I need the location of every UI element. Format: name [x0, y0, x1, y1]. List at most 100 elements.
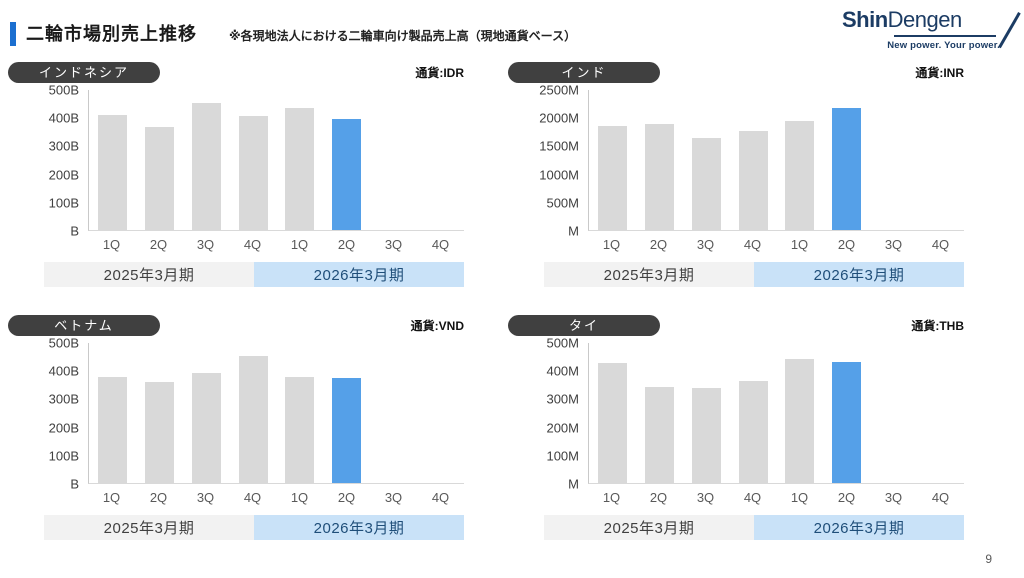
logo-underline [894, 35, 996, 38]
bar-slot [730, 90, 777, 230]
bar-slot [89, 90, 136, 230]
bar-slot [683, 343, 730, 483]
bar [691, 388, 721, 483]
x-tick-label: 4Q [743, 490, 762, 505]
bar [597, 362, 627, 483]
y-tick-label: 1500M [539, 138, 579, 154]
y-tick-label: 300M [546, 391, 579, 407]
page-note: ※各現地法人における二輪車向け製品売上高（現地通貨ベース） [229, 29, 577, 43]
bar-slot [823, 90, 870, 230]
bar-slot [277, 343, 324, 483]
period-bands: 2025年3月期 2026年3月期 [544, 515, 964, 540]
period-band-fy2026: 2026年3月期 [254, 262, 464, 287]
bar-slot [636, 343, 683, 483]
chart-head: インド 通貨:INR [508, 62, 964, 86]
x-tick-label: 3Q [696, 490, 715, 505]
bar [191, 103, 221, 230]
y-tick-label: M [568, 476, 579, 492]
x-tick-label: 3Q [384, 490, 403, 505]
plot-area [88, 343, 464, 484]
chart-thailand: タイ 通貨:THB 500M 400M 300M 200M 100M M 1Q 2Q 3Q 4Q… [508, 315, 964, 540]
country-pill: ベトナム [8, 315, 160, 336]
x-tick-label: 3Q [384, 237, 403, 252]
y-axis: 500M 400M 300M 200M 100M M [508, 336, 588, 492]
x-tick-label: 3Q [884, 490, 903, 505]
x-tick-label: 1Q [790, 237, 809, 252]
bar-slot [277, 90, 324, 230]
x-tick-label: 2Q [649, 490, 668, 505]
bar-slot [230, 90, 277, 230]
y-tick-label: B [70, 476, 79, 492]
chart-body: 500M 400M 300M 200M 100M M [508, 336, 964, 492]
x-tick-label: 1Q [290, 490, 309, 505]
bar-slot [636, 90, 683, 230]
period-band-fy2025: 2025年3月期 [44, 515, 254, 540]
bar-highlighted [832, 362, 862, 483]
period-band-fy2026: 2026年3月期 [254, 515, 464, 540]
chart-body: 500B 400B 300B 200B 100B B [8, 336, 464, 492]
plot-area [588, 343, 964, 484]
shindengen-logo: ShinDengen New power. Your power. [842, 7, 1020, 60]
bar-slot [589, 343, 636, 483]
bar [285, 107, 315, 230]
y-tick-label: 2500M [539, 82, 579, 98]
y-tick-label: 500B [48, 82, 79, 98]
bar [144, 126, 174, 230]
x-axis-labels: 1Q 2Q 3Q 4Q 1Q 2Q 3Q 4Q [88, 231, 464, 255]
y-tick-label: 100M [546, 448, 579, 464]
bar-highlighted [832, 107, 862, 230]
x-tick-label: 1Q [602, 490, 621, 505]
x-tick-label: 2Q [837, 490, 856, 505]
currency-label: 通貨:IDR [415, 66, 464, 80]
bar [691, 138, 721, 230]
slide-header: 二輪市場別売上推移 ※各現地法人における二輪車向け製品売上高（現地通貨ベース） … [0, 0, 1024, 58]
bar [238, 356, 268, 483]
chart-head: タイ 通貨:THB [508, 315, 964, 339]
period-band-fy2025: 2025年3月期 [544, 515, 754, 540]
plot-area [88, 90, 464, 231]
y-tick-label: 1000M [539, 167, 579, 183]
bar-slot [323, 343, 370, 483]
y-tick-label: 200M [546, 420, 579, 436]
logo-dengen: Dengen [887, 7, 963, 32]
period-bands: 2025年3月期 2026年3月期 [44, 262, 464, 287]
y-tick-label: 300B [48, 391, 79, 407]
y-tick-label: 100B [48, 448, 79, 464]
currency-label: 通貨:INR [915, 66, 964, 80]
y-tick-label: 500M [546, 335, 579, 351]
bar [738, 380, 768, 483]
bar [285, 376, 315, 483]
x-tick-label: 3Q [884, 237, 903, 252]
y-axis: 500B 400B 300B 200B 100B B [8, 83, 88, 239]
chart-indonesia: インドネシア 通貨:IDR 500B 400B 300B 200B 100B B 1Q 2Q… [8, 62, 464, 287]
x-tick-label: 2Q [149, 490, 168, 505]
bar-slot [777, 90, 824, 230]
y-tick-label: 500M [546, 195, 579, 211]
x-tick-label: 1Q [602, 237, 621, 252]
x-tick-label: 2Q [337, 237, 356, 252]
x-tick-label: 3Q [696, 237, 715, 252]
chart-body: 2500M 2000M 1500M 1000M 500M M [508, 83, 964, 239]
x-tick-label: 3Q [196, 490, 215, 505]
x-tick-label: 1Q [290, 237, 309, 252]
bar-slot [730, 343, 777, 483]
bar-slot [323, 90, 370, 230]
bar [738, 131, 768, 230]
bar-slot [823, 343, 870, 483]
bar-slot [417, 343, 464, 483]
bar-slot [589, 90, 636, 230]
bar-slot [370, 90, 417, 230]
bar-slot [917, 343, 964, 483]
x-tick-label: 2Q [149, 237, 168, 252]
chart-india: インド 通貨:INR 2500M 2000M 1500M 1000M 500M M 1Q 2… [508, 62, 964, 287]
period-band-fy2026: 2026年3月期 [754, 262, 964, 287]
title-block: 二輪市場別売上推移 ※各現地法人における二輪車向け製品売上高（現地通貨ベース） [10, 8, 576, 46]
y-tick-label: 200B [48, 420, 79, 436]
bar [191, 372, 221, 483]
x-tick-label: 3Q [196, 237, 215, 252]
y-tick-label: 100B [48, 195, 79, 211]
bar-slot [417, 90, 464, 230]
y-tick-label: 400M [546, 363, 579, 379]
plot-area [588, 90, 964, 231]
